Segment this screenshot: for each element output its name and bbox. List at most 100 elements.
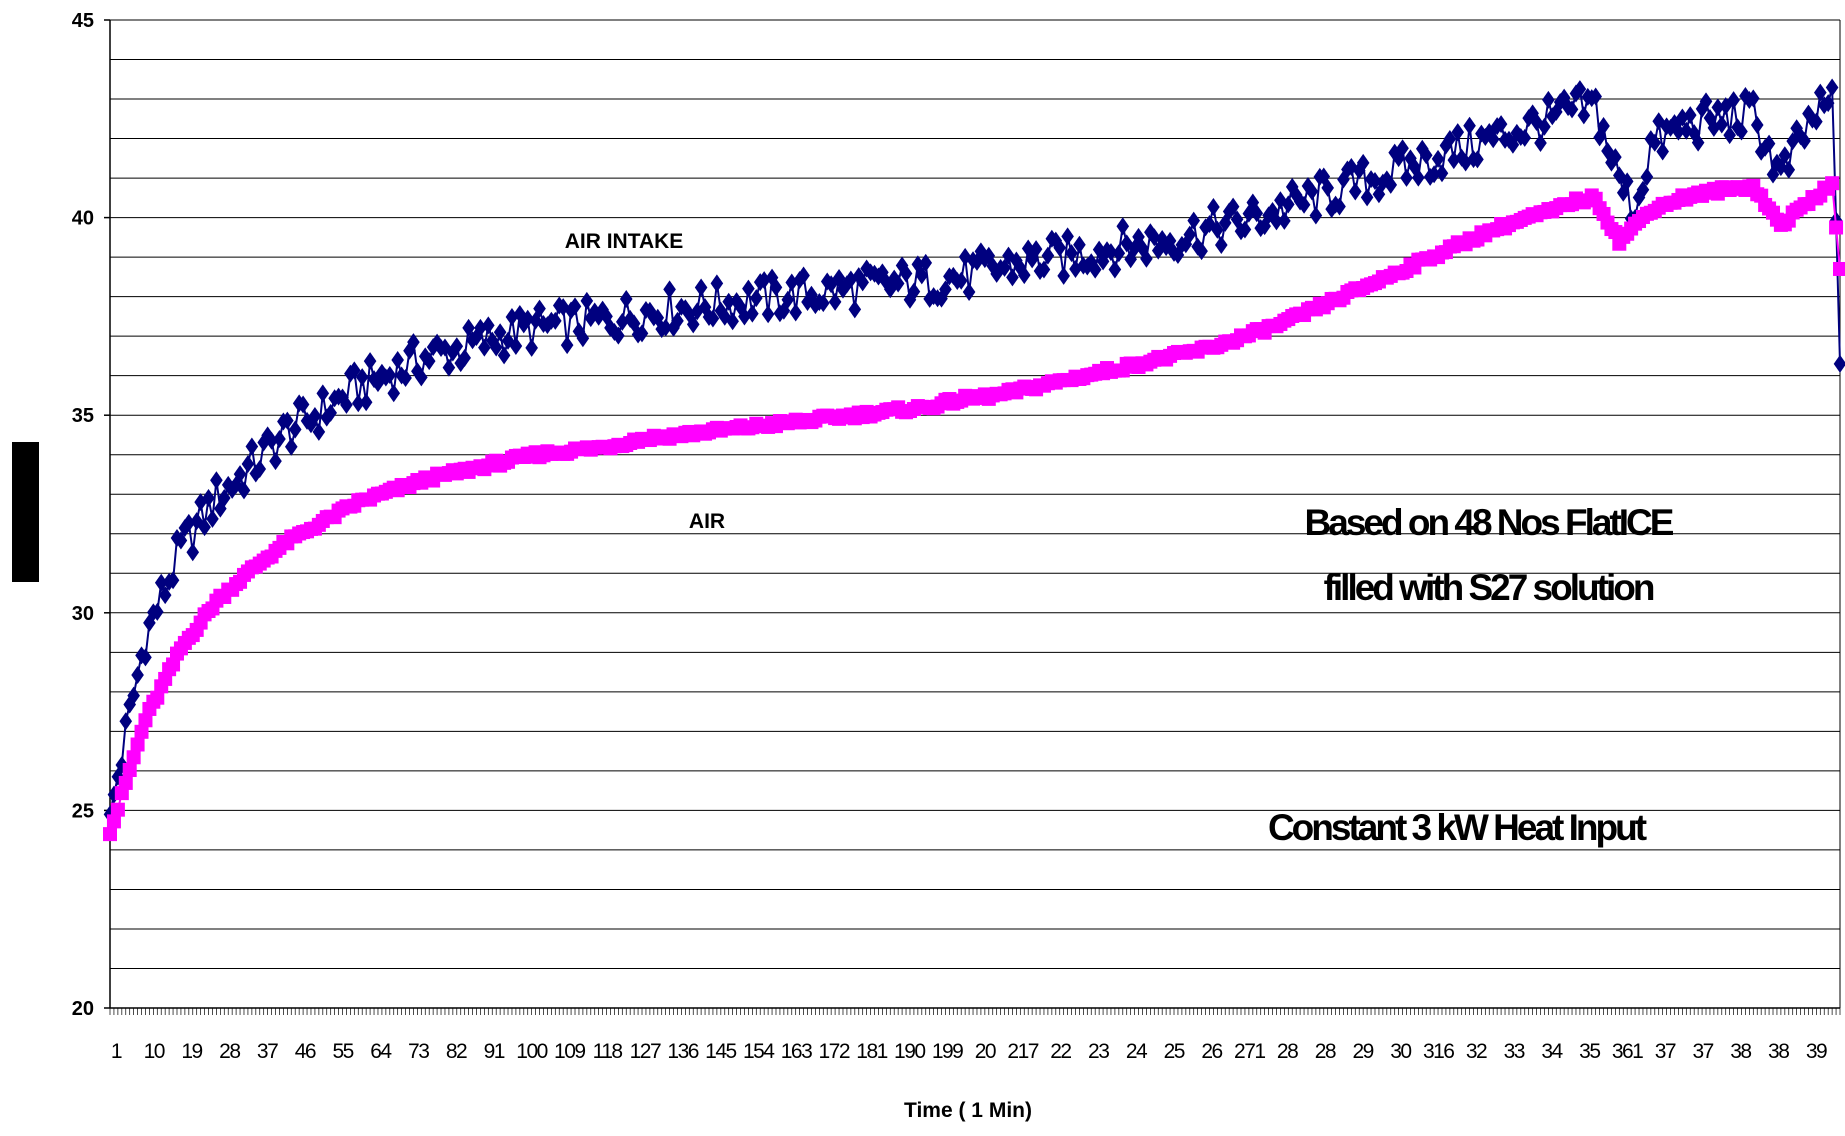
annotation-heat-input: Constant 3 kW Heat Input [1268, 807, 1647, 848]
data-point [265, 431, 278, 450]
data-point [182, 513, 196, 532]
data-point [1534, 134, 1547, 153]
data-point [828, 292, 842, 311]
data-point [1104, 243, 1118, 262]
data-point [478, 338, 491, 357]
x-tick-label: 73 [408, 1040, 429, 1063]
data-point [742, 279, 755, 298]
data-point [730, 292, 743, 311]
data-point [1683, 106, 1697, 125]
data-point [1735, 122, 1748, 141]
data-point [1309, 206, 1323, 225]
data-point [1207, 198, 1220, 217]
data-point [233, 465, 247, 484]
x-tick-label: 145 [705, 1040, 736, 1063]
data-point [856, 273, 869, 292]
x-tick-label: 20 [975, 1040, 996, 1063]
data-point [525, 338, 538, 357]
y-tick-label: 40 [72, 208, 94, 230]
data-point [399, 368, 412, 387]
data-point [1711, 98, 1725, 117]
x-tick-label: 29 [1352, 1040, 1373, 1063]
data-point [801, 292, 814, 311]
data-point [596, 300, 609, 319]
x-tick-label: 19 [181, 1040, 202, 1063]
data-point [1112, 244, 1126, 263]
data-point [659, 318, 672, 337]
data-point [667, 318, 680, 337]
y-axis-label-block [12, 442, 39, 582]
data-point [919, 253, 933, 272]
data-point [497, 346, 511, 365]
data-point [1029, 240, 1043, 259]
data-point [174, 531, 188, 550]
data-point [1727, 91, 1740, 110]
data-point [1384, 175, 1398, 194]
x-tick-label: 136 [667, 1040, 698, 1063]
data-point [296, 395, 310, 414]
data-point [1471, 150, 1484, 169]
data-point [891, 274, 905, 293]
x-tick-label: 39 [1806, 1040, 1827, 1063]
x-tick-label: 32 [1466, 1040, 1487, 1063]
data-point [1053, 238, 1067, 257]
x-tick-label: 22 [1050, 1040, 1071, 1063]
data-point [600, 307, 613, 326]
data-point [1333, 197, 1346, 216]
data-point [777, 301, 791, 320]
x-tick-label: 23 [1088, 1040, 1109, 1063]
data-point [273, 429, 286, 448]
data-point [1577, 106, 1591, 125]
data-point [134, 724, 149, 739]
series-air-intake [103, 78, 1845, 824]
data-point [371, 374, 385, 393]
data-point [1427, 165, 1441, 184]
data-point [635, 324, 649, 343]
data-point [229, 475, 243, 494]
data-point [253, 460, 267, 479]
data-point [210, 471, 223, 490]
data-point [122, 763, 137, 778]
data-point [1750, 116, 1764, 135]
data-point [1762, 134, 1776, 153]
data-point [726, 312, 739, 331]
data-point [521, 309, 535, 328]
data-point [1699, 92, 1713, 111]
data-point [387, 384, 401, 403]
data-point [442, 358, 456, 377]
x-tick-label: 361 [1612, 1040, 1643, 1063]
x-tick-label: 316 [1423, 1040, 1454, 1063]
data-point [1435, 164, 1449, 183]
data-point [1281, 195, 1295, 214]
x-tick-label: 91 [484, 1040, 505, 1063]
data-point [568, 297, 582, 316]
data-point [190, 512, 203, 531]
data-point [580, 291, 594, 310]
data-point [1214, 236, 1228, 255]
data-point [103, 827, 117, 842]
data-point [1821, 94, 1835, 113]
data-point [407, 333, 420, 352]
data-point [138, 713, 153, 728]
data-point [150, 690, 165, 705]
y-tick-label: 45 [72, 10, 94, 32]
data-point [1305, 182, 1319, 201]
x-tick-label: 199 [932, 1040, 963, 1063]
data-point [355, 368, 369, 387]
data-point [982, 246, 996, 265]
x-tick-label: 28 [1277, 1040, 1298, 1063]
data-point [1431, 149, 1445, 168]
data-point [340, 395, 353, 414]
data-point [1565, 100, 1579, 119]
data-point [391, 351, 404, 370]
data-point [351, 394, 365, 413]
x-tick-label: 38 [1768, 1040, 1789, 1063]
data-point [911, 255, 925, 274]
annotation-solution: filled with S27 solution [1324, 567, 1654, 608]
data-point [269, 452, 282, 471]
data-point [1825, 78, 1839, 97]
data-point [288, 420, 302, 439]
x-tick-label: 37 [257, 1040, 278, 1063]
y-tick-label: 35 [72, 405, 94, 427]
x-tick-label: 118 [593, 1040, 623, 1063]
